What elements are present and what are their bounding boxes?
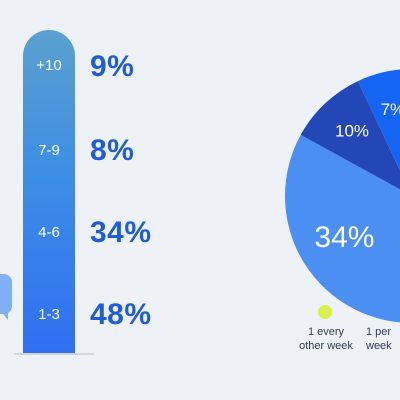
value-label-1-3: 48% [90, 298, 152, 331]
chat-bubble-graphic [0, 274, 12, 314]
baseline [14, 353, 94, 355]
legend-label-every-other-week: 1 every other week [288, 325, 364, 353]
legend-dot-every-other-week [318, 305, 332, 319]
pie-value-label-0: 34% [314, 221, 374, 254]
legend-dot-per-week [377, 305, 391, 319]
pie-value-label-1: 10% [335, 122, 369, 141]
pie-slice-2 [357, 69, 400, 171]
tick-label-7-9: 7-9 [38, 142, 60, 159]
legend-label-per-week-line1: 1 per [366, 326, 392, 338]
legend-label-per-week: 1 per week [366, 325, 400, 353]
value-label-10plus: 9% [90, 50, 135, 83]
pie-slice-0 [285, 134, 400, 323]
legend-label-every-other-week-line2: other week [299, 340, 353, 352]
chat-bubble-tail [0, 310, 8, 320]
pie-value-label-2: 7% [381, 100, 400, 119]
pie-slice-1 [300, 81, 400, 190]
legend-label-every-other-week-line1: 1 every [307, 326, 345, 338]
tick-label-1-3: 1-3 [38, 306, 60, 323]
tick-label-4-6: 4-6 [38, 224, 60, 241]
legend-label-per-week-line2: week [366, 340, 392, 352]
bar-column [23, 30, 75, 354]
value-label-7-9: 8% [90, 134, 135, 167]
tick-label-10plus: +10 [36, 57, 62, 74]
value-label-4-6: 34% [90, 216, 152, 249]
